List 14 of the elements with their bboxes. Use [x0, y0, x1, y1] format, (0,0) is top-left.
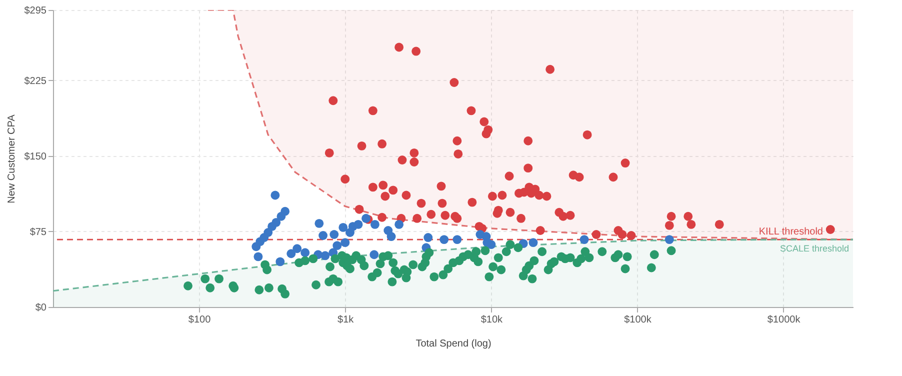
x-axis-title: Total Spend (log) — [416, 338, 492, 350]
x-tick-label: $100k — [624, 314, 652, 326]
x-tick-label: $10k — [480, 314, 504, 326]
y-axis-title: New Customer CPA — [6, 114, 18, 204]
y-tick-label: $225 — [24, 76, 47, 87]
series-label: SCALE threshold — [780, 244, 849, 254]
y-tick-label: $295 — [24, 6, 47, 16]
y-tick-label: $75 — [30, 226, 47, 238]
y-tick-label: $150 — [24, 151, 47, 162]
y-tick-label: $0 — [35, 302, 47, 314]
x-tick-label: $1k — [338, 314, 355, 326]
ref-line-label: KILL threshold — [758, 226, 823, 238]
x-tick-label: $100 — [188, 314, 212, 326]
x-tick-label: $1000k — [767, 314, 802, 326]
